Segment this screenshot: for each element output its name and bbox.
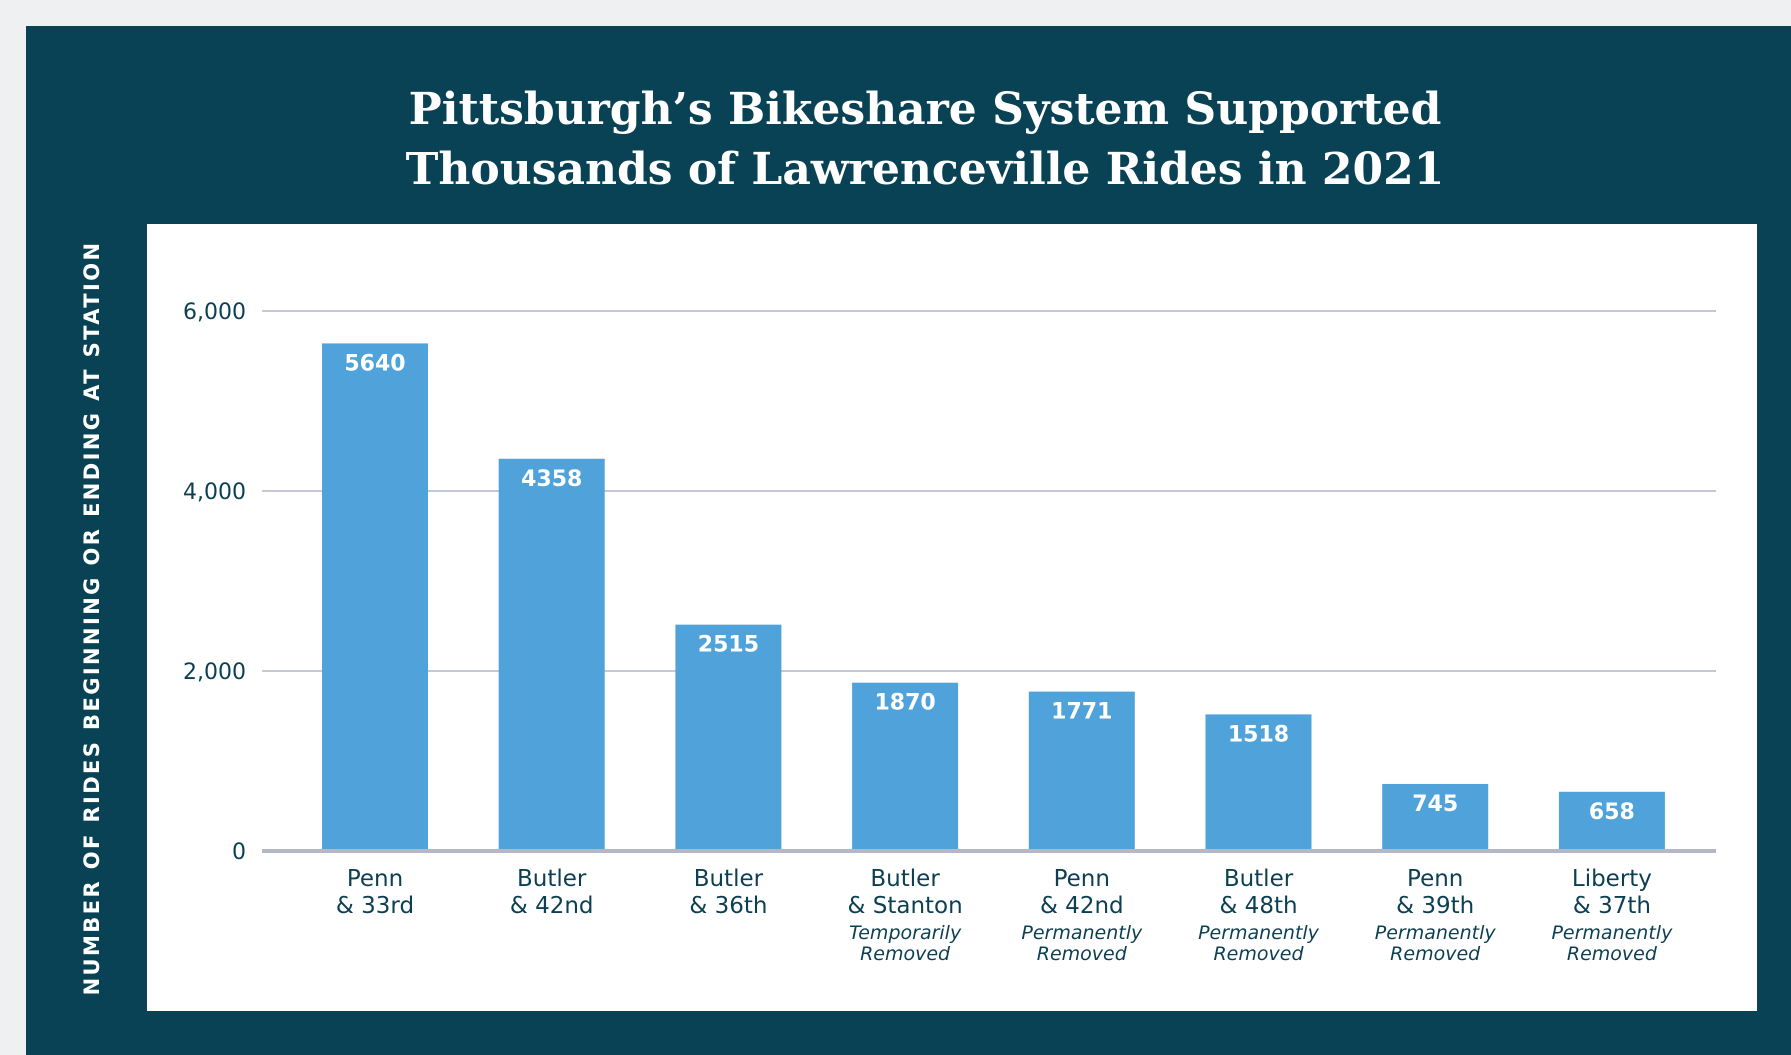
bar-4 [852,682,959,849]
category-note-5-line-1: Permanently [1021,922,1143,944]
category-note-5-line-2: Removed [1037,943,1128,965]
category-label-2-line-1: Butler [517,866,587,892]
category-note-4-line-2: Removed [860,943,951,965]
bar-5 [1028,691,1135,849]
bar-value-label-5: 1771 [1051,700,1112,725]
y-tick-label-6000: 6,000 [183,300,246,325]
category-label-7-line-1: Penn [1407,866,1463,892]
bar-6 [1205,714,1312,849]
category-label-4-line-1: Butler [870,866,940,892]
bar-value-label-1: 5640 [344,351,405,376]
bar-value-label-6: 1518 [1228,722,1289,747]
bar-value-label-2: 4358 [521,467,582,492]
chart-title-line-1: Pittsburgh’s Bikeshare System Supported [408,84,1442,135]
bar-value-label-7: 745 [1412,792,1458,817]
bar-3 [675,624,782,849]
category-note-7-line-2: Removed [1390,943,1481,965]
category-label-2-line-2: & 42nd [510,893,594,919]
bar-7 [1382,783,1489,849]
category-label-8-line-1: Liberty [1572,866,1652,892]
category-label-7-line-2: & 39th [1396,893,1474,919]
category-note-4-line-1: Temporarily [849,922,962,944]
chart-title-line-2: Thousands of Lawrenceville Rides in 2021 [405,144,1445,195]
category-label-6-line-2: & 48th [1219,893,1297,919]
y-tick-label-4000: 4,000 [183,480,246,505]
category-label-6-line-1: Butler [1224,866,1294,892]
category-note-8-line-1: Permanently [1551,922,1673,944]
y-tick-label-2000: 2,000 [183,660,246,685]
bar-value-label-3: 2515 [698,633,759,658]
category-note-6-line-2: Removed [1213,943,1304,965]
category-note-7-line-1: Permanently [1375,922,1497,944]
bars [322,343,1665,849]
category-note-8-line-2: Removed [1567,943,1658,965]
category-label-1-line-1: Penn [347,866,403,892]
category-label-3-line-2: & 36th [689,893,767,919]
chart-title: Pittsburgh’s Bikeshare System Supported … [0,80,1791,200]
category-label-4-line-2: & Stanton [847,893,962,919]
y-tick-label-0: 0 [232,840,246,865]
category-label-1-line-2: & 33rd [336,893,414,919]
category-note-6-line-1: Permanently [1198,922,1320,944]
category-label-5-line-2: & 42nd [1040,893,1124,919]
bar-value-label-4: 1870 [874,691,935,716]
bar-value-label-8: 658 [1589,800,1635,825]
bar-2 [498,458,605,849]
bar-1 [322,343,428,849]
category-label-3-line-1: Butler [694,866,764,892]
category-label-8-line-2: & 37th [1573,893,1651,919]
bar-8 [1558,791,1665,849]
category-label-5-line-1: Penn [1054,866,1110,892]
grid-lines [262,310,1716,853]
